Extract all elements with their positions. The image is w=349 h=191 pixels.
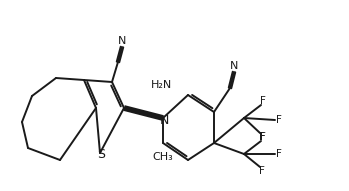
Text: N: N — [118, 36, 126, 46]
Text: F: F — [276, 115, 282, 125]
Text: S: S — [97, 147, 105, 160]
Text: H₂N: H₂N — [151, 80, 172, 90]
Text: CH₃: CH₃ — [153, 152, 173, 162]
Text: F: F — [260, 132, 266, 142]
Text: F: F — [276, 149, 282, 159]
Text: N: N — [230, 61, 238, 71]
Text: F: F — [259, 132, 265, 142]
Text: N: N — [159, 113, 169, 126]
Text: F: F — [259, 166, 265, 176]
Text: F: F — [260, 96, 266, 106]
